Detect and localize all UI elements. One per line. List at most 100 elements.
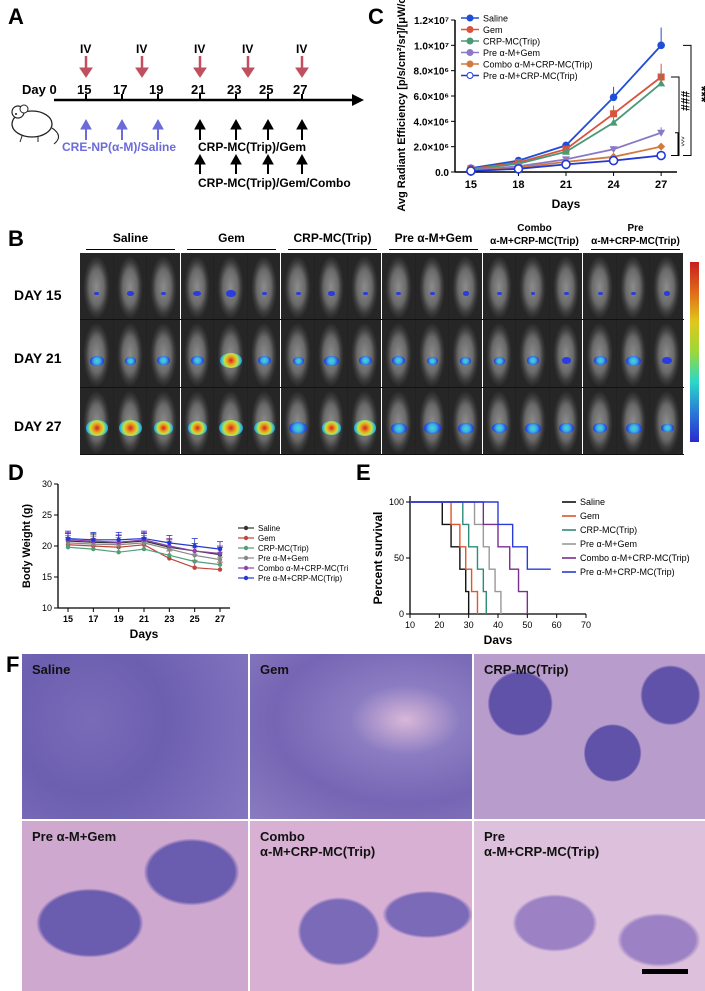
d-y-tick-label: 20 bbox=[42, 541, 52, 551]
mouse-image-cell bbox=[80, 387, 114, 454]
mouse-image-cell bbox=[180, 387, 215, 454]
e-survival-curve bbox=[410, 501, 502, 614]
c-y-tick-label: 4.0×10⁶ bbox=[414, 117, 449, 128]
tumor-signal bbox=[390, 422, 407, 434]
intensity-colorbar bbox=[690, 262, 699, 442]
c-legend-marker bbox=[466, 14, 474, 22]
d-data-point bbox=[167, 556, 172, 561]
c-data-point bbox=[609, 93, 618, 102]
imaging-group-header: Saline bbox=[112, 231, 149, 245]
e-legend-label: Gem bbox=[580, 511, 600, 521]
imaging-group-header: Pre α-M+Gem bbox=[394, 231, 473, 245]
mouse-image-cell bbox=[516, 387, 550, 454]
tumor-signal bbox=[89, 355, 104, 366]
tumor-signal bbox=[662, 357, 672, 365]
panel-c-letter: C bbox=[368, 4, 384, 29]
mouse-image-cell bbox=[113, 253, 148, 320]
imaging-group-header: Pre α-M+CRP-MC(Trip) bbox=[591, 223, 680, 247]
e-survival-curve bbox=[410, 501, 470, 614]
pretreat-label: CRE-NP(α-M)/Saline bbox=[62, 140, 177, 154]
c-data-point bbox=[561, 159, 571, 170]
imaging-group-header: Combo α-M+CRP-MC(Trip) bbox=[490, 223, 579, 247]
tumor-signal bbox=[524, 422, 541, 434]
treatment-label-2: CRP-MC(Trip)/Gem/Combo bbox=[198, 176, 351, 190]
histology-label: Saline bbox=[32, 662, 71, 677]
mouse-image-cell bbox=[348, 387, 383, 454]
e-survival-curve bbox=[410, 501, 479, 614]
d-legend-label: Combo α-M+CRP-MC(Trip) bbox=[258, 564, 348, 573]
mouse-image-cell bbox=[382, 320, 416, 387]
tumor-signal bbox=[354, 420, 377, 436]
timeline-day-25: 25 bbox=[259, 82, 274, 97]
mouse-image-cell bbox=[281, 387, 315, 454]
d-data-point bbox=[91, 537, 96, 542]
d-y-axis-label: Body Weight (g) bbox=[21, 504, 33, 588]
mouse-icon bbox=[11, 104, 60, 145]
mouse-image-cell bbox=[583, 320, 617, 387]
c-legend-label: CRP-MC(Trip) bbox=[483, 37, 540, 47]
mouse-image-cell bbox=[80, 253, 114, 320]
tumor-signal bbox=[597, 291, 603, 296]
d-data-point bbox=[192, 543, 197, 549]
tumor-signal bbox=[289, 422, 307, 435]
mouse-image-cell bbox=[314, 253, 349, 320]
radiant-efficiency-chart: 0.0 2.0×10⁶ 4.0×10⁶ 6.0×10⁶ 8.0×10⁶ 1.0×10⁷ 1.… bbox=[396, 0, 705, 212]
panel-b-letter: B bbox=[8, 226, 24, 251]
mouse-image-cell bbox=[281, 253, 315, 320]
mouse-image-cell bbox=[348, 253, 383, 320]
iv-arrows bbox=[79, 56, 309, 78]
tumor-signal bbox=[362, 291, 368, 296]
d-data-point bbox=[141, 536, 147, 541]
pretreat-arrows bbox=[80, 118, 164, 140]
timeline-diagram bbox=[11, 56, 364, 174]
histology-label: Combo α-M+CRP-MC(Trip) bbox=[260, 829, 376, 859]
c-data-point bbox=[513, 164, 524, 174]
c-legend-label: Pre α-M+Gem bbox=[483, 48, 540, 58]
histology-image: Pre α-M+Gem bbox=[22, 821, 248, 991]
tumor-signal bbox=[625, 422, 642, 434]
mouse-image-cell bbox=[449, 253, 484, 320]
tumor-signal bbox=[358, 356, 372, 366]
histology-image: Saline bbox=[22, 654, 248, 819]
d-data-point bbox=[116, 537, 121, 542]
d-data-point bbox=[167, 553, 172, 558]
e-legend-label: Pre α-M+Gem bbox=[580, 539, 637, 549]
tumor-signal bbox=[664, 291, 671, 296]
mouse-image-cell bbox=[281, 320, 315, 387]
d-data-point bbox=[167, 546, 172, 552]
histology-label: Pre α-M+Gem bbox=[32, 829, 117, 844]
tumor-signal bbox=[187, 421, 208, 435]
d-data-point bbox=[217, 551, 223, 556]
c-legend-marker bbox=[466, 37, 474, 45]
d-data-point bbox=[217, 562, 223, 567]
treatment-label-1: CRP-MC(Trip)/Gem bbox=[198, 140, 306, 154]
d-legend-marker bbox=[243, 555, 249, 561]
c-y-tick-label: 0.0 bbox=[435, 168, 449, 179]
c-data-point bbox=[657, 129, 666, 137]
day0-label: Day 0 bbox=[22, 82, 57, 97]
timeline-day-19: 19 bbox=[149, 82, 164, 97]
c-data-point bbox=[656, 150, 666, 161]
treatment-arrows-row1 bbox=[194, 118, 308, 140]
c-sig-bracket-1 bbox=[683, 44, 692, 157]
d-data-point bbox=[65, 536, 71, 541]
c-x-tick-label: 18 bbox=[512, 179, 524, 191]
body-weight-chart: 10 15 20 25 30 15 17 19 21 23 25 27 Days Body Weight … bbox=[21, 479, 348, 641]
tumor-signal bbox=[295, 291, 301, 296]
ivis-imaging-grid bbox=[80, 253, 685, 455]
c-annotation-caret: ^^^ bbox=[677, 137, 684, 148]
mouse-image-cell bbox=[449, 387, 484, 454]
d-legend-marker bbox=[243, 525, 249, 531]
scale-bar bbox=[642, 969, 688, 974]
d-x-tick-label: 17 bbox=[88, 614, 98, 624]
mouse-image-cell bbox=[348, 320, 383, 387]
d-data-point bbox=[141, 546, 147, 552]
day-21-label: DAY 21 bbox=[14, 350, 62, 366]
d-data-point bbox=[167, 540, 172, 546]
mouse-image-cell bbox=[650, 253, 685, 320]
c-y-tick-label: 1.0×10⁷ bbox=[414, 41, 449, 52]
mouse-image-cell bbox=[549, 387, 585, 454]
tumor-signal bbox=[429, 291, 435, 296]
d-legend-marker bbox=[243, 535, 249, 541]
tumor-signal bbox=[462, 291, 470, 296]
